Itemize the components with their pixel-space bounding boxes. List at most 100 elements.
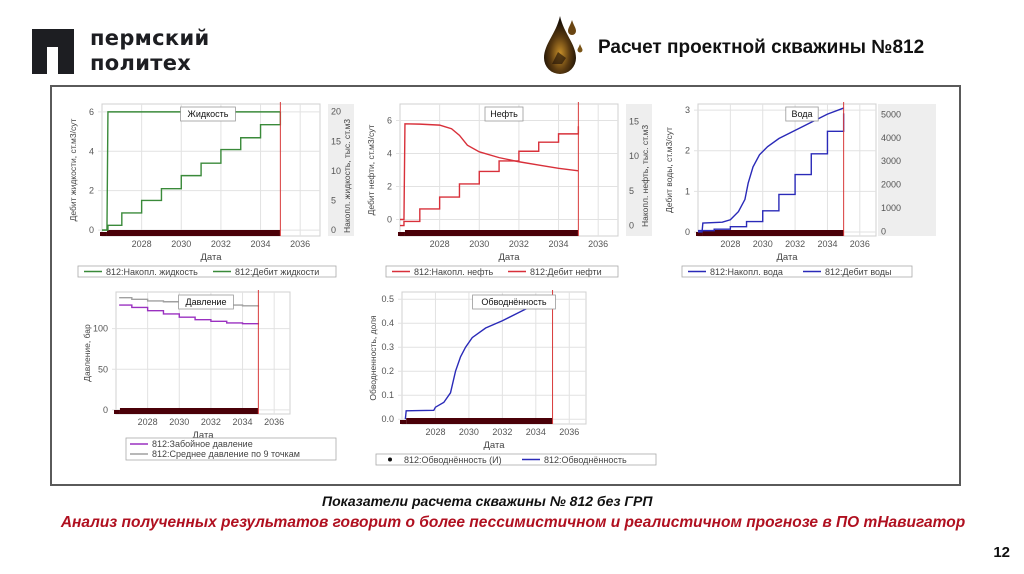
svg-text:0.4: 0.4 bbox=[381, 318, 394, 328]
svg-text:5: 5 bbox=[331, 195, 336, 205]
svg-text:1: 1 bbox=[685, 186, 690, 196]
svg-text:0.0: 0.0 bbox=[381, 414, 394, 424]
svg-text:2034: 2034 bbox=[526, 427, 546, 437]
figure-caption: Показатели расчета скважины № 812 без ГР… bbox=[322, 493, 653, 509]
svg-text:2028: 2028 bbox=[132, 239, 152, 249]
svg-text:0: 0 bbox=[685, 227, 690, 237]
svg-text:812:Дебит воды: 812:Дебит воды bbox=[825, 267, 892, 277]
svg-text:2028: 2028 bbox=[425, 427, 445, 437]
svg-text:Давление: Давление bbox=[186, 297, 227, 307]
svg-text:Накопл. жидкость, тыс. ст.м3: Накопл. жидкость, тыс. ст.м3 bbox=[342, 119, 352, 233]
svg-text:15: 15 bbox=[331, 136, 341, 146]
chart-watercut: 2028 2030 2032 2034 2036 0.0 0.1 0.2 0.3 0.4 0.5 Об… bbox=[366, 284, 657, 469]
conclusion-text: Анализ полученных результатов говорит о … bbox=[60, 514, 966, 531]
svg-text:812:Обводнённость: 812:Обводнённость bbox=[544, 455, 627, 465]
svg-text:50: 50 bbox=[98, 364, 108, 374]
svg-text:2: 2 bbox=[89, 186, 94, 196]
page-title: Расчет проектной скважины №812 bbox=[598, 37, 925, 58]
svg-text:1000: 1000 bbox=[881, 203, 901, 213]
svg-text:Дата: Дата bbox=[483, 440, 505, 451]
page-number: 12 bbox=[993, 544, 1010, 561]
svg-text:2032: 2032 bbox=[509, 239, 529, 249]
svg-text:0.5: 0.5 bbox=[381, 294, 394, 304]
svg-text:2036: 2036 bbox=[588, 239, 608, 249]
svg-text:Нефть: Нефть bbox=[490, 109, 518, 119]
svg-text:10: 10 bbox=[629, 151, 639, 161]
svg-text:Дебит нефти, ст.м3/сут: Дебит нефти, ст.м3/сут bbox=[366, 125, 376, 216]
logo-mark-icon bbox=[32, 28, 74, 74]
svg-text:0: 0 bbox=[881, 226, 886, 236]
svg-text:Дебит воды, ст.м3/сут: Дебит воды, ст.м3/сут bbox=[664, 127, 674, 213]
svg-text:Обводнённость: Обводнённость bbox=[481, 297, 546, 307]
svg-text:812:Забойное давление: 812:Забойное давление bbox=[152, 439, 253, 449]
svg-text:2030: 2030 bbox=[171, 239, 191, 249]
svg-text:2036: 2036 bbox=[559, 427, 579, 437]
svg-text:812:Среднее давление по 9 точк: 812:Среднее давление по 9 точкам bbox=[152, 449, 300, 459]
svg-text:4000: 4000 bbox=[881, 133, 901, 143]
logo-text: пермский политех bbox=[90, 26, 209, 76]
svg-text:3000: 3000 bbox=[881, 156, 901, 166]
svg-text:6: 6 bbox=[387, 116, 392, 126]
svg-text:2028: 2028 bbox=[430, 239, 450, 249]
svg-text:4: 4 bbox=[387, 149, 392, 159]
svg-text:2032: 2032 bbox=[492, 427, 512, 437]
svg-text:6: 6 bbox=[89, 107, 94, 117]
svg-text:20: 20 bbox=[331, 107, 341, 117]
university-logo: пермский политех bbox=[32, 26, 209, 76]
svg-text:Накопл. нефть, тыс. ст.м3: Накопл. нефть, тыс. ст.м3 bbox=[640, 125, 650, 227]
svg-text:Обводненность, доля: Обводненность, доля bbox=[368, 315, 378, 401]
svg-text:0: 0 bbox=[331, 225, 336, 235]
svg-text:2034: 2034 bbox=[251, 239, 271, 249]
svg-text:2034: 2034 bbox=[549, 239, 569, 249]
oil-drop-icon bbox=[540, 12, 588, 74]
svg-text:2030: 2030 bbox=[753, 239, 773, 249]
svg-text:Давление, бар: Давление, бар bbox=[82, 324, 92, 382]
logo-line-2: политех bbox=[90, 51, 192, 75]
svg-text:2032: 2032 bbox=[211, 239, 231, 249]
svg-text:0: 0 bbox=[629, 221, 634, 231]
svg-text:812:Дебит нефти: 812:Дебит нефти bbox=[530, 267, 602, 277]
svg-text:2034: 2034 bbox=[233, 417, 253, 427]
svg-text:812:Накопл. нефть: 812:Накопл. нефть bbox=[414, 267, 493, 277]
svg-text:2030: 2030 bbox=[169, 417, 189, 427]
svg-text:0.3: 0.3 bbox=[381, 342, 394, 352]
logo-line-1: пермский bbox=[90, 26, 210, 50]
svg-text:812:Накопл. жидкость: 812:Накопл. жидкость bbox=[106, 267, 198, 277]
svg-text:812:Накопл. вода: 812:Накопл. вода bbox=[710, 267, 783, 277]
svg-text:2032: 2032 bbox=[785, 239, 805, 249]
svg-text:2034: 2034 bbox=[817, 239, 837, 249]
svg-text:2036: 2036 bbox=[850, 239, 870, 249]
svg-text:15: 15 bbox=[629, 116, 639, 126]
chart-pressure: 2028 2030 2032 2034 2036 0 50 100 Давление, бар Д… bbox=[66, 284, 337, 469]
svg-text:2030: 2030 bbox=[459, 427, 479, 437]
svg-text:2036: 2036 bbox=[290, 239, 310, 249]
svg-text:0: 0 bbox=[89, 225, 94, 235]
svg-text:10: 10 bbox=[331, 166, 341, 176]
svg-text:5000: 5000 bbox=[881, 110, 901, 120]
svg-text:2: 2 bbox=[685, 146, 690, 156]
svg-text:2032: 2032 bbox=[201, 417, 221, 427]
svg-text:Дата: Дата bbox=[498, 252, 520, 263]
svg-text:Дата: Дата bbox=[776, 252, 798, 263]
svg-text:0: 0 bbox=[103, 405, 108, 415]
svg-text:Дебит жидкости, ст.м3/сут: Дебит жидкости, ст.м3/сут bbox=[68, 119, 78, 222]
svg-text:2: 2 bbox=[387, 182, 392, 192]
svg-text:2028: 2028 bbox=[720, 239, 740, 249]
svg-text:2036: 2036 bbox=[264, 417, 284, 427]
svg-text:0.1: 0.1 bbox=[381, 390, 394, 400]
svg-text:2028: 2028 bbox=[138, 417, 158, 427]
svg-text:Дата: Дата bbox=[200, 252, 222, 263]
chart-oil: 2028 2030 2032 2034 2036 0 2 4 6 0 5 10 15 Дебит нефт… bbox=[356, 96, 656, 281]
chart-liquid: 2028 2030 2032 2034 2036 0 2 4 6 0 5 10 15 20 Дебит жи… bbox=[58, 96, 358, 281]
svg-text:812:Дебит жидкости: 812:Дебит жидкости bbox=[235, 267, 319, 277]
chart-water: 2028 2030 2032 2034 2036 0 1 2 3 0 1000 2000 3000 400… bbox=[654, 96, 954, 281]
svg-text:0.2: 0.2 bbox=[381, 366, 394, 376]
svg-text:2000: 2000 bbox=[881, 180, 901, 190]
svg-text:Вода: Вода bbox=[791, 109, 812, 119]
svg-text:3: 3 bbox=[685, 105, 690, 115]
svg-text:4: 4 bbox=[89, 146, 94, 156]
svg-text:5: 5 bbox=[629, 186, 634, 196]
svg-text:Дата: Дата bbox=[192, 430, 214, 441]
svg-text:812:Обводнённость (И): 812:Обводнённость (И) bbox=[404, 455, 502, 465]
svg-text:0: 0 bbox=[387, 215, 392, 225]
